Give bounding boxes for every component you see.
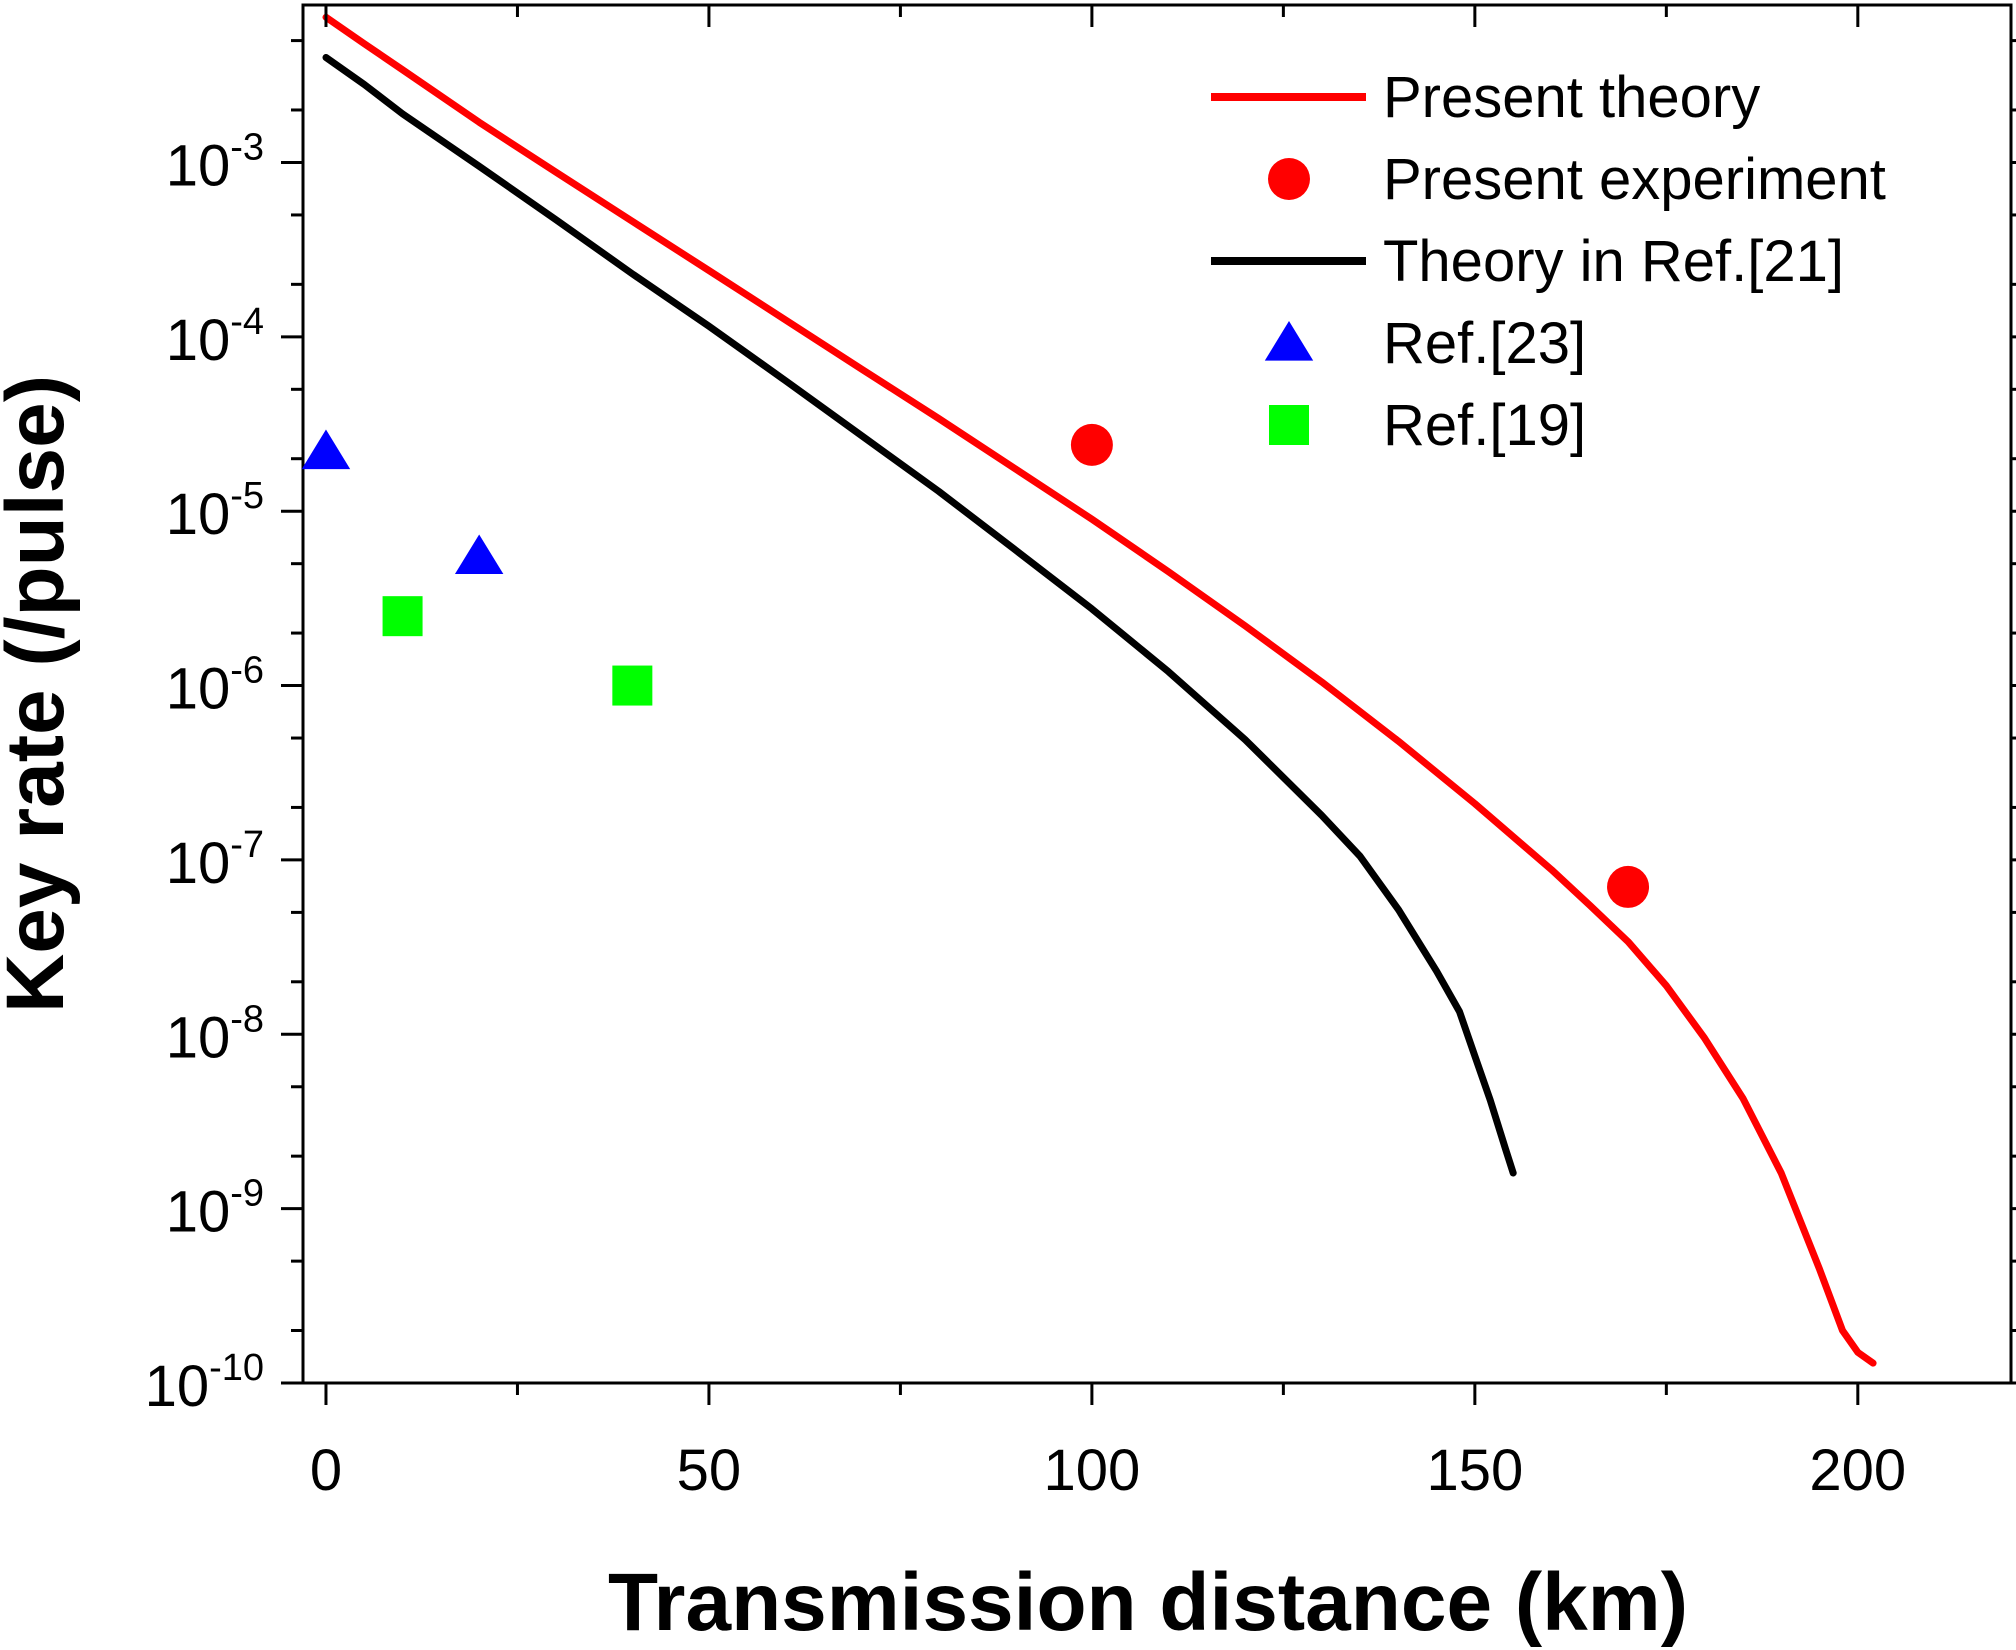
y-tick-base: 10: [166, 133, 231, 198]
data-point-present-experiment: [1607, 865, 1650, 908]
y-tick-exponent: -4: [230, 301, 264, 343]
y-tick-base: 10: [166, 1180, 231, 1245]
y-tick-exponent: -10: [209, 1347, 264, 1389]
x-axis-title: Transmission distance (km): [608, 1557, 1688, 1648]
y-tick-exponent: -8: [230, 998, 264, 1040]
x-tick-label: 100: [1044, 1438, 1141, 1503]
data-point-ref-23: [454, 534, 504, 575]
y-tick-label: 10-6: [166, 650, 264, 722]
y-tick-exponent: -9: [230, 1173, 264, 1215]
x-axis: 0 50 100 150 200: [310, 5, 1906, 1503]
y-tick-base: 10: [145, 1354, 210, 1419]
y-tick-exponent: -6: [230, 650, 264, 692]
y-tick-exponent: -7: [230, 824, 264, 866]
legend-marker-ref-23: [1264, 321, 1314, 361]
x-tick-label: 200: [1809, 1438, 1906, 1503]
data-point-ref-23: [301, 429, 351, 470]
plot-area: [301, 3, 2013, 1385]
y-tick-base: 10: [166, 831, 231, 896]
legend-label-ref-19: Ref.[19]: [1383, 393, 1586, 458]
y-tick-exponent: -5: [230, 475, 264, 517]
data-point-ref-19: [612, 665, 653, 706]
series-layer: [301, 13, 1877, 1367]
y-tick-base: 10: [166, 657, 231, 722]
legend-marker-ref-19: [1269, 405, 1309, 445]
series-line-present-theory: [322, 13, 1877, 1367]
y-tick-base: 10: [166, 1005, 231, 1070]
legend: Present theory Present experiment Theory i…: [1211, 65, 1886, 458]
legend-label-ref-23: Ref.[23]: [1383, 311, 1586, 376]
y-tick-label: 10-3: [166, 126, 264, 198]
data-point-present-experiment: [1070, 423, 1113, 466]
legend-label-present-experiment: Present experiment: [1383, 147, 1886, 212]
y-tick-base: 10: [166, 308, 231, 373]
data-point-ref-19: [382, 596, 423, 637]
y-tick-label: 10-5: [166, 475, 264, 547]
y-axis-title: Key rate (/pulse): [0, 375, 81, 1013]
x-tick-label: 150: [1426, 1438, 1523, 1503]
x-tick-label: 50: [677, 1438, 742, 1503]
y-tick-label: 10-10: [145, 1347, 264, 1419]
y-tick-label: 10-9: [166, 1173, 264, 1245]
y-tick-label: 10-8: [166, 998, 264, 1070]
y-tick-label: 10-7: [166, 824, 264, 896]
plot-frame: [301, 3, 2013, 1385]
series-line-theory-in-ref-21: [322, 54, 1517, 1177]
legend-label-present-theory: Present theory: [1383, 65, 1760, 130]
y-tick-label: 10-4: [166, 301, 264, 373]
y-tick-base: 10: [166, 482, 231, 547]
y-tick-exponent: -3: [230, 126, 264, 168]
legend-marker-present-experiment: [1268, 158, 1310, 200]
x-tick-label: 0: [310, 1438, 342, 1503]
legend-label-theory-in-ref-21: Theory in Ref.[21]: [1383, 229, 1844, 294]
